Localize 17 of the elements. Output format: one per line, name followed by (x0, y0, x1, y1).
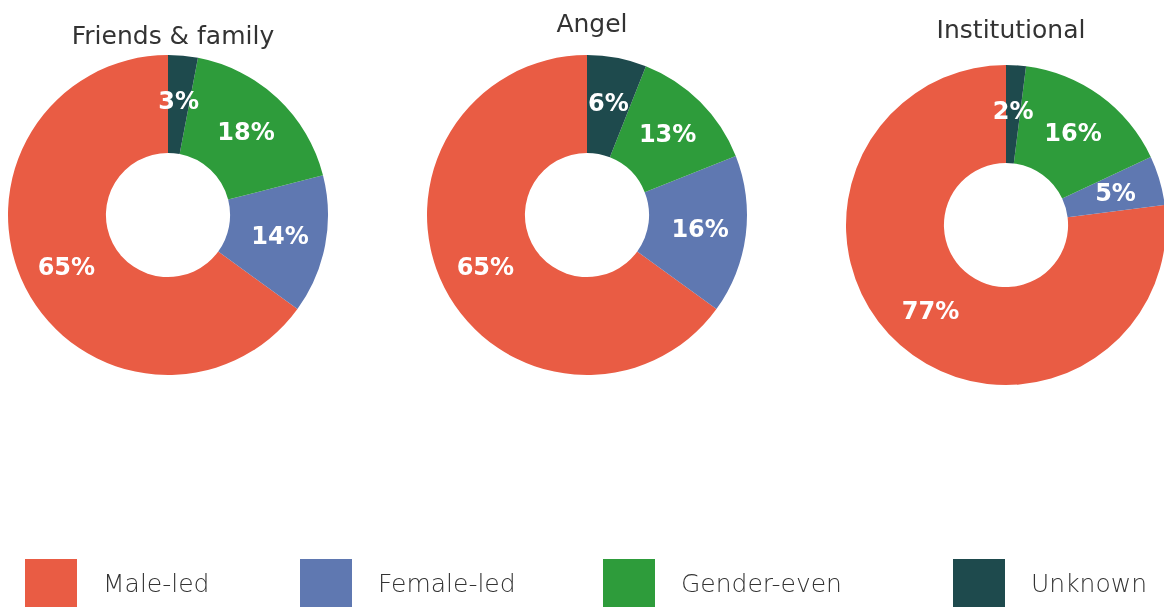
legend-label: Unknown (1031, 568, 1148, 598)
data-label: 18% (217, 117, 275, 146)
legend-label: Male-led (103, 568, 210, 598)
data-label: 13% (638, 120, 697, 149)
data-label: 5% (1095, 179, 1136, 208)
data-label: 65% (456, 252, 515, 281)
data-label: 6% (587, 88, 629, 117)
legend-label: Female-led (378, 568, 516, 598)
chart-title: Friends & family (71, 21, 275, 50)
chart-title: Institutional (936, 15, 1086, 44)
data-label: 14% (251, 222, 309, 251)
legend-label: Gender-even (681, 568, 842, 598)
data-label: 16% (671, 215, 729, 244)
data-label: 65% (37, 252, 96, 281)
data-label: 77% (901, 296, 960, 325)
chart-title: Angel (556, 9, 628, 38)
data-label: 16% (1044, 118, 1102, 147)
